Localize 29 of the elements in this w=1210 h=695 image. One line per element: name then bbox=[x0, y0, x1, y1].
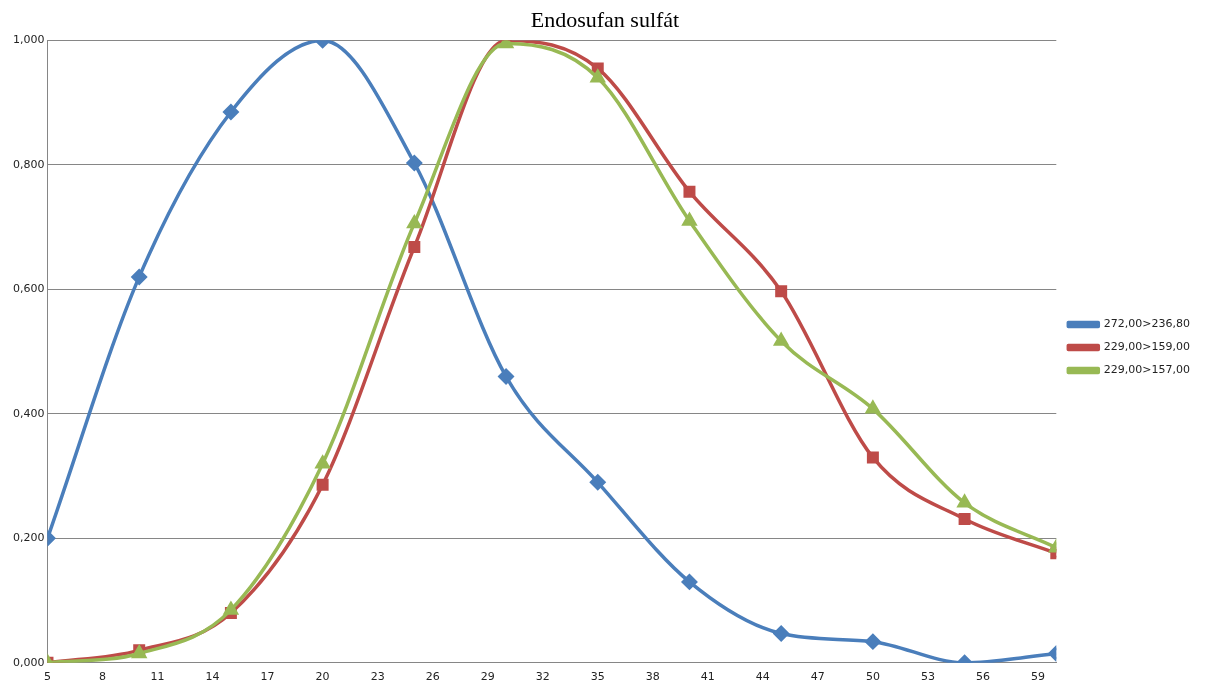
x-tick-label: 20 bbox=[315, 670, 330, 684]
x-tick-label: 47 bbox=[810, 670, 825, 684]
x-tick-label: 8 bbox=[99, 670, 107, 684]
x-tick-label: 5 bbox=[43, 670, 51, 684]
x-tick-label: 23 bbox=[370, 670, 385, 684]
x-tick-label: 38 bbox=[645, 670, 660, 684]
legend-label: 229,00>157,00 bbox=[1103, 363, 1191, 377]
y-tick-label: 0,400 bbox=[12, 406, 45, 420]
x-tick-label: 17 bbox=[260, 670, 275, 684]
y-tick-label: 0,200 bbox=[12, 531, 45, 545]
x-tick-label: 32 bbox=[535, 670, 550, 684]
x-tick-label: 53 bbox=[920, 670, 935, 684]
x-tick-label: 44 bbox=[755, 670, 770, 684]
x-tick-label: 26 bbox=[425, 670, 440, 684]
y-tick-label: 0,600 bbox=[12, 282, 45, 296]
x-tick-label: 50 bbox=[865, 670, 880, 684]
x-tick-label: 56 bbox=[975, 670, 990, 684]
y-tick-label: 1,000 bbox=[12, 33, 45, 47]
x-tick-label: 59 bbox=[1030, 670, 1045, 684]
legend-label: 272,00>236,80 bbox=[1103, 317, 1191, 331]
chart-title: Endosufan sulfát bbox=[530, 6, 680, 32]
y-tick-label: 0,000 bbox=[12, 655, 45, 669]
x-tick-label: 41 bbox=[700, 670, 715, 684]
legend-label: 229,00>159,00 bbox=[1103, 340, 1191, 354]
x-tick-label: 14 bbox=[205, 670, 220, 684]
x-tick-label: 35 bbox=[590, 670, 605, 684]
x-tick-label: 11 bbox=[150, 670, 165, 684]
y-tick-label: 0,800 bbox=[12, 157, 45, 171]
x-tick-label: 29 bbox=[480, 670, 495, 684]
